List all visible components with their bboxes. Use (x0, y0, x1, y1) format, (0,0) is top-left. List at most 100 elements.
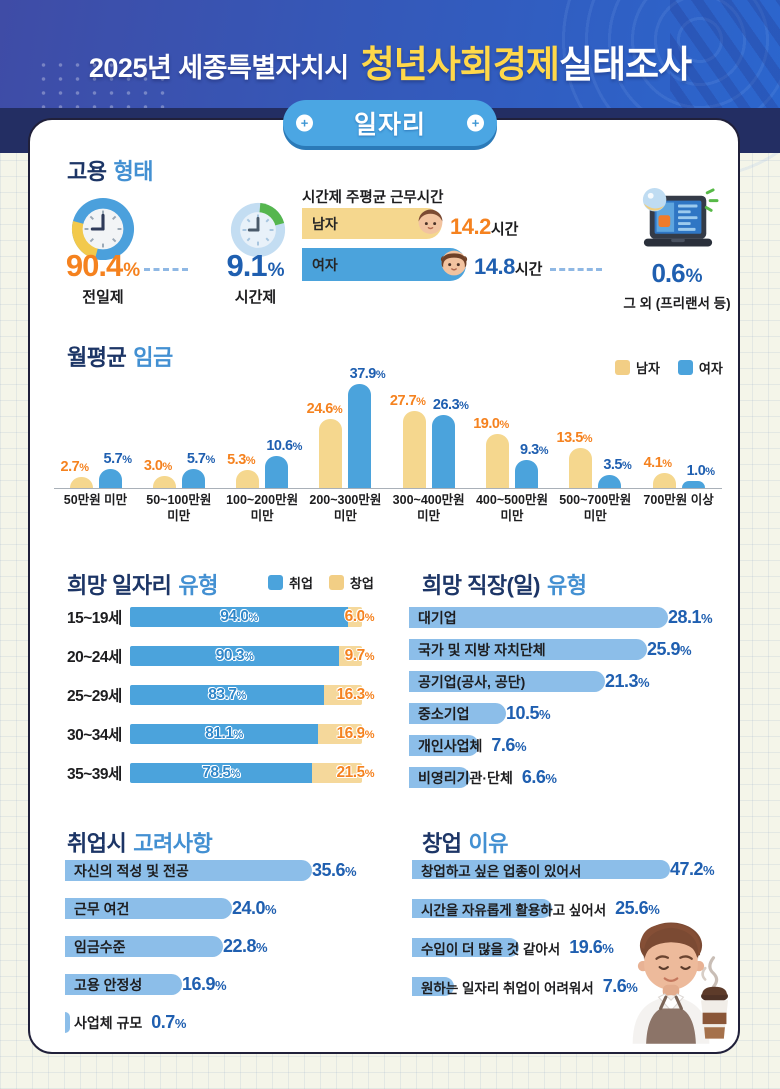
bar-value: 25.6% (615, 898, 660, 918)
startup-bar-segment (348, 607, 362, 627)
bar (412, 860, 670, 879)
hope-job-chart: 15~19세 94.0% 6.0% 20~24세 90.3% 9.7% 25~29세 83.7… (67, 607, 375, 802)
dashed-connector (550, 268, 602, 271)
bar-labels: 시간을 자유롭게 활용하고 싶어서 25.6% (421, 898, 660, 918)
bar-row: 창업하고 싶은 업종이 있어서 47.2% (412, 859, 732, 879)
parttime-label: 시간제 (234, 289, 277, 306)
bar (409, 671, 605, 692)
wage-category-label: 100~200만원 미만 (226, 493, 299, 523)
bar (412, 899, 552, 918)
section-badge-jobs[interactable]: + 일자리 + (283, 100, 497, 146)
stacked-bar: 90.3% 9.7% (130, 646, 375, 666)
wage-bar-male (486, 434, 509, 488)
bar-value: 22.8% (223, 936, 268, 956)
wage-value-female: 10.6% (266, 438, 302, 454)
bar-labels: 원하는 일자리 취업이 어려워서 7.6% (421, 976, 638, 996)
bar-label: 대기업 (418, 609, 457, 626)
wage-bar-male (569, 448, 593, 488)
parttime-clock-icon (228, 200, 288, 265)
parttime-hours-title: 시간제 주평균 근무시간 (302, 190, 444, 206)
bar (409, 607, 668, 628)
bar-labels: 개인사업체 7.6% (418, 735, 527, 756)
age-group-label: 25~29세 (67, 688, 122, 705)
wage-value-male: 19.0% (473, 416, 509, 432)
age-group-row: 15~19세 94.0% 6.0% (67, 607, 375, 627)
bar-value: 7.6% (602, 976, 638, 996)
wage-category-axis: 50만원 미만 50~100만원 미만 100~200만원 미만 200~300만원 미만 3… (54, 493, 722, 533)
wage-bar-female (515, 460, 538, 488)
bar-row: 공기업(공사, 공단) 21.3% (409, 671, 739, 692)
bar-label: 국가 및 지방 자치단체 (418, 641, 546, 658)
female-hours-label: 여자 (312, 256, 338, 273)
female-hours-value: 14.8시간 (474, 254, 543, 279)
wage-bar-female (348, 384, 372, 488)
bar-label: 사업체 규모 (74, 1014, 143, 1031)
wage-bar-male (652, 473, 676, 488)
startup-value: 9.7% (344, 647, 375, 664)
bar-labels: 임금수준 22.8% (74, 936, 268, 957)
bar-label: 임금수준 (74, 938, 126, 955)
bar-value: 19.6% (569, 937, 614, 957)
bar-row: 근무 여건 24.0% (65, 898, 395, 919)
wage-legend: 남자 여자 (615, 358, 723, 377)
wage-bar-male (402, 411, 426, 488)
wage-value-female: 1.0% (686, 463, 715, 479)
stacked-bar: 81.1% 16.9% (130, 724, 375, 744)
considerations-section-title: 취업시 고려사항 (67, 831, 213, 856)
age-group-row: 35~39세 78.5% 21.5% (67, 763, 375, 783)
stacked-bar: 78.5% 21.5% (130, 763, 375, 783)
bar-row: 자신의 적성 및 전공 35.6% (65, 860, 395, 881)
bar (409, 767, 470, 788)
male-hours-value: 14.2시간 (450, 214, 519, 239)
bar-value: 25.9% (647, 639, 692, 659)
legend-item-employment: 취업 (268, 573, 313, 592)
wage-category-label: 50~100만원 미만 (146, 493, 212, 523)
wage-bar-male (236, 470, 260, 488)
age-group-row: 25~29세 83.7% 16.3% (67, 685, 375, 705)
employment-bar-segment (130, 607, 348, 627)
bar-value: 28.1% (668, 607, 713, 627)
bar-row: 수입이 더 많을 것 같아서 19.6% (412, 937, 732, 957)
hope-workplace-section-title: 희망 직장(일) 유형 (422, 573, 587, 598)
wage-value-female: 5.7% (186, 451, 215, 467)
other-stat: 0.6% (651, 258, 703, 288)
bar-value: 16.9% (182, 974, 227, 994)
bar-row: 시간을 자유롭게 활용하고 싶어서 25.6% (412, 898, 732, 918)
legend-item-male: 남자 (615, 358, 660, 377)
startup-bar-segment (339, 646, 362, 666)
title-prefix: 2025년 세종특별자치시 (88, 53, 349, 83)
wage-bar-chart: 2.7% 5.7% 3.0% 5.7% 5.3% 10.6% 24.6% 37.9% 27.7%… (54, 366, 722, 489)
bar (65, 1012, 70, 1033)
employment-bar-segment (130, 763, 312, 783)
wage-value-female: 37.9% (349, 366, 386, 382)
bar (412, 938, 519, 957)
bar-labels: 사업체 규모 0.7% (74, 1012, 186, 1033)
startup-bar-segment (312, 763, 362, 783)
bar-labels: 고용 안정성 16.9% (74, 974, 227, 995)
bar (65, 860, 312, 881)
hope-workplace-chart: 대기업 28.1% 국가 및 지방 자치단체 25.9% 공기업(공사, 공단) 21.3… (409, 607, 739, 799)
considerations-chart: 자신의 적성 및 전공 35.6% 근무 여건 24.0% 임금수준 22.8% 고용 안정… (65, 860, 395, 1050)
wage-bar-female (265, 456, 289, 488)
wage-bar-female (681, 481, 705, 488)
title-suffix: 실태조사 (558, 44, 692, 85)
bar-value: 0.7% (151, 1012, 186, 1032)
employment-value: 94.0% (220, 608, 258, 625)
bar-labels: 수입이 더 많을 것 같아서 19.6% (421, 937, 614, 957)
wage-category-label: 200~300만원 미만 (309, 493, 382, 523)
employment-bar-segment (130, 724, 318, 744)
bar-label: 자신의 적성 및 전공 (74, 862, 189, 879)
bar (409, 639, 647, 660)
employment-bar-segment (130, 646, 339, 666)
wage-category-label: 50만원 미만 (63, 493, 128, 507)
bar-value: 35.6% (312, 860, 357, 880)
male-legend-swatch (615, 360, 630, 375)
employment-legend-swatch (268, 575, 283, 590)
bar-label: 비영리기관·단체 (418, 769, 513, 786)
male-hours-label: 남자 (312, 215, 338, 232)
screw-icon: + (467, 114, 484, 132)
wage-value-male: 24.6% (306, 401, 343, 417)
startup-section-title: 창업 이유 (422, 831, 508, 856)
startup-bar-segment (318, 724, 362, 744)
wage-value-male: 3.0% (143, 458, 172, 474)
